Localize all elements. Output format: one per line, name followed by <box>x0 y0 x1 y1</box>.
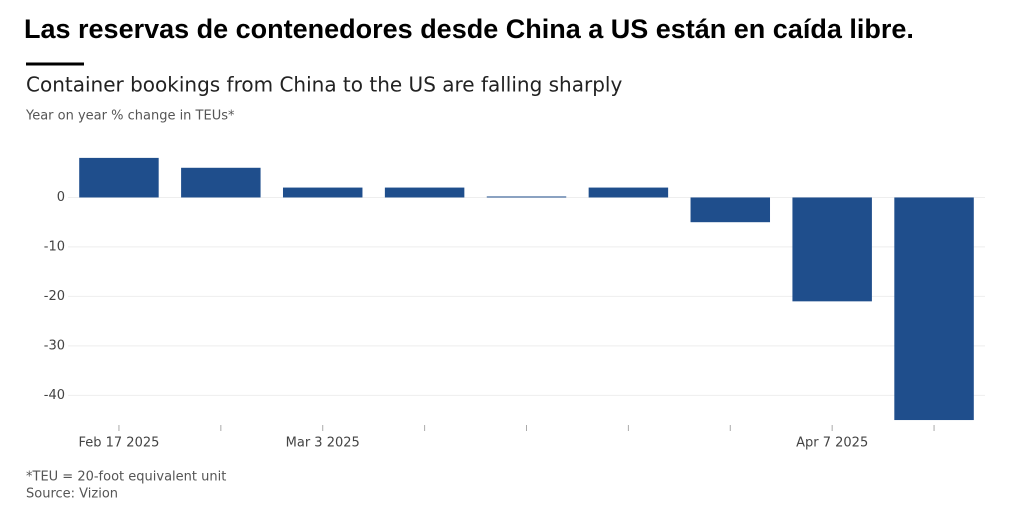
chart-subtitle: Year on year % change in TEUs* <box>25 109 235 124</box>
bar <box>792 197 872 302</box>
y-tick-label: -10 <box>44 239 65 254</box>
bar <box>282 187 363 198</box>
chart-title: Container bookings from China to the US … <box>26 73 622 97</box>
headline: Las reservas de contenedores desde China… <box>24 14 914 44</box>
y-tick-label: 0 <box>57 190 65 205</box>
y-tick-label: -40 <box>44 388 65 403</box>
bar <box>79 157 159 198</box>
footnote: *TEU = 20-foot equivalent unit <box>26 470 226 485</box>
bar <box>588 187 669 198</box>
bar <box>894 197 974 421</box>
x-tick-label: Apr 7 2025 <box>796 436 868 451</box>
y-tick-label: -20 <box>44 289 65 304</box>
bar <box>486 196 567 198</box>
bar <box>690 197 771 223</box>
x-tick-label: Mar 3 2025 <box>286 436 360 451</box>
bar <box>181 167 261 198</box>
y-tick-label: -30 <box>44 338 65 353</box>
bar <box>384 187 465 198</box>
x-tick-label: Feb 17 2025 <box>78 436 159 451</box>
source: Source: Vizion <box>26 487 118 502</box>
